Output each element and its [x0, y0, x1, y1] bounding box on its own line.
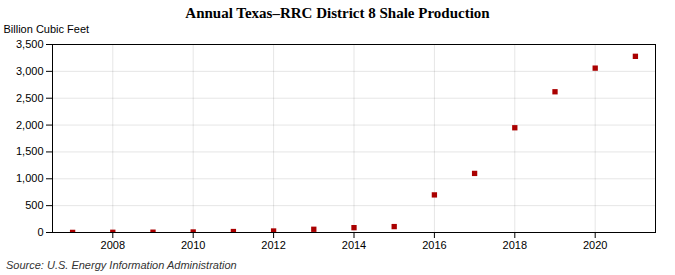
- html-text:Annual Texas–RRC District 8 Sh: Annual Texas–RRC District 8 Shale Produc…: [185, 5, 490, 21]
- svg-text:500: 500: [25, 199, 43, 211]
- svg-text:2010: 2010: [181, 239, 205, 251]
- svg-text:Billion Cubic Feet: Billion Cubic Feet: [4, 23, 90, 35]
- html-text:Source: U.S. Energy Informatio: Source: U.S. Energy Information Administ…: [6, 259, 237, 271]
- svg-text:1,000: 1,000: [16, 172, 44, 184]
- svg-text:2,000: 2,000: [16, 119, 44, 131]
- svg-text:2014: 2014: [342, 239, 366, 251]
- svg-text:2,500: 2,500: [16, 92, 44, 104]
- svg-text:2018: 2018: [503, 239, 527, 251]
- svg-text:1,500: 1,500: [16, 145, 44, 157]
- svg-text:2012: 2012: [261, 239, 285, 251]
- svg-text:2016: 2016: [422, 239, 446, 251]
- svg-text:2020: 2020: [583, 239, 607, 251]
- svg-text:3,500: 3,500: [16, 38, 44, 50]
- svg-text:0: 0: [37, 226, 43, 238]
- svg-text:2008: 2008: [101, 239, 125, 251]
- svg-text:3,000: 3,000: [16, 65, 44, 77]
